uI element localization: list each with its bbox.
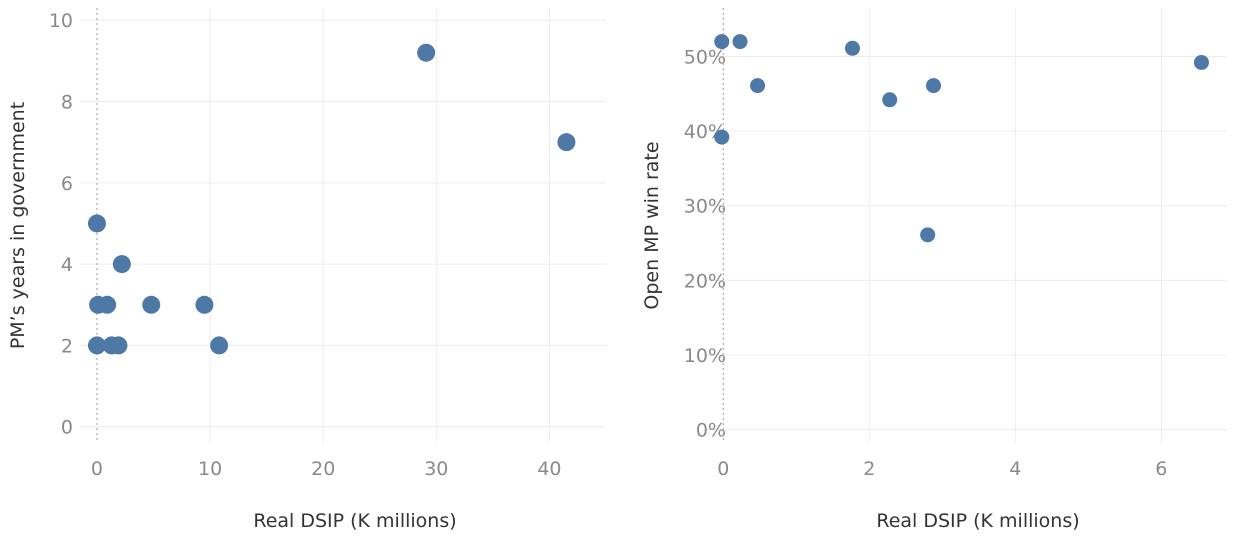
data-point — [920, 227, 936, 243]
data-point — [714, 34, 730, 50]
y-axis-title: Open MP win rate — [641, 141, 663, 309]
data-point — [98, 295, 117, 314]
data-point — [112, 255, 131, 274]
x-tick-label: 20 — [311, 458, 335, 480]
y-tick-label: 6 — [61, 173, 73, 195]
data-point — [882, 92, 898, 108]
data-point — [714, 129, 730, 145]
y-axis-title: PM’s years in government — [7, 102, 29, 349]
x-tick-label: 6 — [1155, 458, 1167, 480]
data-point — [732, 34, 748, 50]
y-tick-label: 0% — [696, 420, 726, 442]
data-point — [750, 78, 766, 94]
y-tick-label: 30% — [684, 196, 726, 218]
data-point — [87, 214, 106, 233]
y-tick-label: 2 — [61, 335, 73, 357]
data-point — [142, 295, 161, 314]
y-tick-label: 0 — [61, 417, 73, 439]
data-point — [1193, 54, 1209, 70]
x-tick-label: 2 — [863, 458, 875, 480]
x-axis-title: Real DSIP (K millions) — [253, 510, 456, 532]
x-tick-label: 4 — [1009, 458, 1021, 480]
data-point — [417, 43, 436, 62]
y-tick-label: 50% — [684, 46, 726, 68]
x-tick-label: 10 — [198, 458, 222, 480]
x-axis-title: Real DSIP (K millions) — [876, 510, 1079, 532]
data-point — [844, 40, 860, 56]
data-point — [210, 336, 229, 355]
y-tick-label: 8 — [61, 92, 73, 114]
data-point — [557, 133, 576, 152]
data-point — [109, 336, 128, 355]
data-point — [926, 78, 942, 94]
x-tick-label: 30 — [424, 458, 448, 480]
x-tick-label: 0 — [91, 458, 103, 480]
data-point — [87, 336, 106, 355]
data-point — [195, 295, 214, 314]
y-tick-label: 10 — [49, 10, 73, 32]
y-tick-label: 4 — [61, 254, 73, 276]
left-scatter-panel: 0 2 4 6 8 10 0 10 20 30 40 Real DSIP (K millions) PM… — [7, 8, 606, 532]
y-tick-label: 20% — [684, 270, 726, 292]
x-tick-label: 0 — [717, 458, 729, 480]
x-tick-label: 40 — [537, 458, 561, 480]
y-tick-label: 10% — [684, 345, 726, 367]
